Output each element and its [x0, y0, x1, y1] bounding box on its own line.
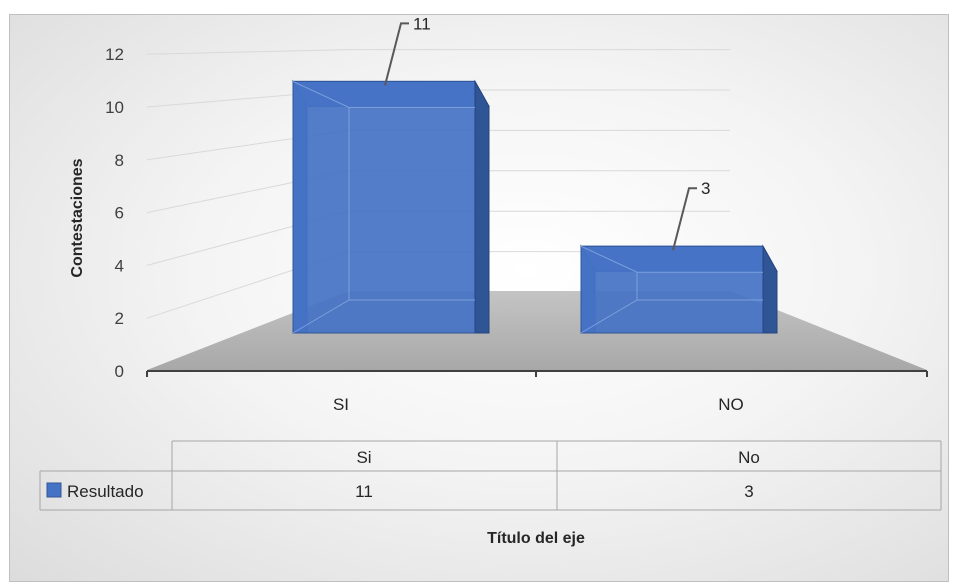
table-row-label: Resultado: [67, 482, 144, 501]
data-label: 3: [701, 179, 710, 198]
bar-si: 11: [292, 14, 490, 334]
x-tick-labels: SI NO: [333, 395, 744, 414]
data-label-leader: [384, 22, 409, 86]
x-tick-label: SI: [333, 395, 349, 414]
x-axis-title: Título del eje: [487, 530, 585, 547]
bar-front-face: [292, 80, 476, 334]
legend-key: [46, 482, 62, 498]
y-tick-label: 6: [115, 204, 124, 223]
y-tick-label: 10: [105, 98, 124, 117]
data-table: Si No Resultado 11 3: [39, 440, 942, 511]
y-tick-label: 8: [115, 151, 124, 170]
bar-front-face: [580, 245, 764, 334]
bar-right-face: [762, 244, 778, 334]
gridline: [146, 49, 350, 55]
y-tick-label: 4: [115, 256, 124, 275]
bars: 11 3: [292, 14, 778, 334]
data-label: 11: [413, 14, 431, 33]
y-tick-label: 2: [115, 309, 124, 328]
table-cell-no: 3: [744, 482, 753, 501]
data-label-leader: [672, 187, 697, 251]
table-cell-si: 11: [355, 482, 373, 501]
bar-no: 3: [580, 179, 778, 334]
y-axis-title: Contestaciones: [69, 158, 86, 277]
table-header-no: No: [738, 448, 760, 467]
bar-inner-edge: [580, 299, 763, 334]
bar-right-face: [474, 79, 490, 334]
table-header-si: Si: [356, 448, 371, 467]
y-tick-label: 12: [105, 45, 124, 64]
bar-inner-edge: [292, 299, 475, 334]
y-tick-label: 0: [115, 362, 124, 381]
plot-floor: [147, 291, 927, 370]
x-tick-label: NO: [718, 395, 744, 414]
y-tick-labels: 0 2 4 6 8 10 12: [105, 45, 124, 381]
